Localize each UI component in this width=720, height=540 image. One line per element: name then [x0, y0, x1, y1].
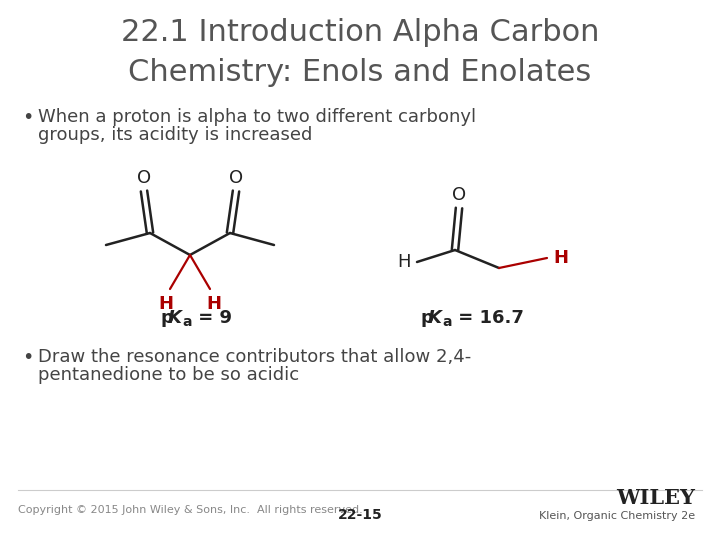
Text: K: K — [428, 309, 442, 327]
Text: a: a — [442, 315, 451, 329]
Text: pentanedione to be so acidic: pentanedione to be so acidic — [38, 366, 299, 384]
Text: O: O — [229, 169, 243, 187]
Text: groups, its acidity is increased: groups, its acidity is increased — [38, 126, 312, 144]
Text: When a proton is alpha to two different carbonyl: When a proton is alpha to two different … — [38, 108, 476, 126]
Text: O: O — [137, 169, 151, 187]
Text: Draw the resonance contributors that allow 2,4-: Draw the resonance contributors that all… — [38, 348, 472, 366]
Text: p: p — [160, 309, 173, 327]
Text: •: • — [22, 348, 33, 367]
Text: O: O — [452, 186, 466, 204]
Text: a: a — [182, 315, 192, 329]
Text: H: H — [158, 295, 174, 313]
Text: p: p — [420, 309, 433, 327]
Text: 22-15: 22-15 — [338, 508, 382, 522]
Text: = 9: = 9 — [192, 309, 232, 327]
Text: Chemistry: Enols and Enolates: Chemistry: Enols and Enolates — [128, 58, 592, 87]
Text: 22.1 Introduction Alpha Carbon: 22.1 Introduction Alpha Carbon — [121, 18, 599, 47]
Text: •: • — [22, 108, 33, 127]
Text: Klein, Organic Chemistry 2e: Klein, Organic Chemistry 2e — [539, 511, 695, 521]
Text: K: K — [168, 309, 182, 327]
Text: H: H — [397, 253, 411, 271]
Text: H: H — [207, 295, 222, 313]
Text: = 16.7: = 16.7 — [452, 309, 524, 327]
Text: H: H — [553, 249, 568, 267]
Text: WILEY: WILEY — [616, 488, 695, 508]
Text: Copyright © 2015 John Wiley & Sons, Inc.  All rights reserved.: Copyright © 2015 John Wiley & Sons, Inc.… — [18, 505, 363, 515]
